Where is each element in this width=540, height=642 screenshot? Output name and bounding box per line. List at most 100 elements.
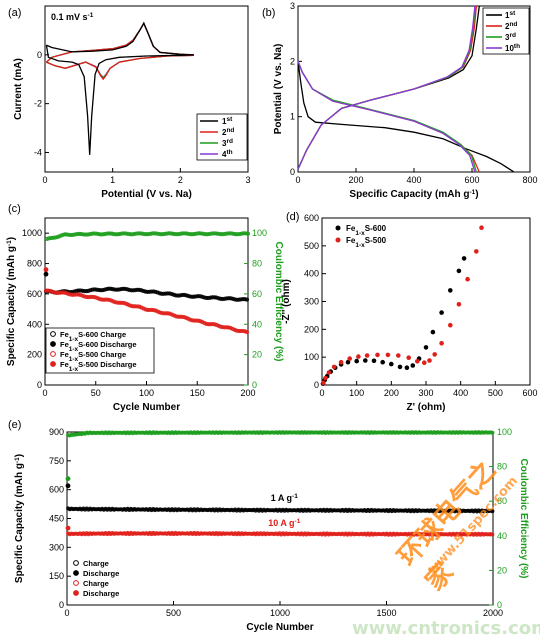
legend-marker	[50, 351, 56, 357]
data-point	[347, 356, 353, 361]
y2-tick-label: 20	[252, 350, 262, 360]
y-axis-label: -Z'' (ohm)	[281, 279, 292, 324]
x-tick-label: 200	[240, 388, 255, 398]
y-tick-label: 600	[49, 485, 64, 495]
panel-label: (d)	[286, 211, 299, 223]
y-tick-label: 800	[27, 259, 42, 269]
data-point	[326, 370, 332, 375]
panel-label: (a)	[8, 7, 21, 19]
legend-label: 3rd	[505, 32, 516, 43]
panel-label: (e)	[8, 419, 21, 431]
y-tick-label: 300	[304, 297, 319, 307]
y-tick-label: 750	[49, 456, 64, 466]
legend-label: Fe1-xS-500 Discharge	[60, 360, 137, 373]
y2-tick-label: 40	[497, 531, 507, 541]
y2-tick-label: 0	[497, 600, 502, 610]
x-tick-label: 600	[464, 175, 479, 185]
y2-tick-label: 100	[252, 228, 267, 238]
y2-tick-label: 60	[497, 496, 507, 506]
x-tick-label: 200	[348, 175, 363, 185]
data-point	[363, 358, 368, 363]
legend-label: Fe1-xS-600 Discharge	[60, 340, 137, 353]
x-axis-label: Specific Capacity (mAh g-1)	[349, 189, 478, 201]
data-point	[448, 322, 453, 328]
cv-curve-1	[45, 21, 194, 155]
data-point	[439, 310, 444, 315]
y2-axis-label: Coulombic Efficiency (%)	[518, 458, 529, 578]
data-point	[375, 352, 380, 358]
data-point	[321, 380, 326, 386]
y-tick-label: 500	[304, 241, 319, 251]
legend-marker	[50, 331, 56, 337]
y-axis-label: Specific Capacity (mAh g-1)	[14, 454, 26, 583]
data-point	[423, 345, 429, 350]
y-tick-label: 0	[59, 600, 64, 610]
data-point	[331, 364, 337, 370]
y-axis-label: Current (mA)	[13, 58, 24, 120]
x-tick-label: 400	[453, 388, 468, 398]
data-point	[245, 231, 251, 236]
data-point	[439, 341, 444, 346]
x-tick-label: 1500	[376, 608, 396, 618]
legend-label: Fe1-xS-600 Charge	[60, 330, 126, 343]
x-tick-label: 100	[139, 388, 154, 398]
y-tick-label: 600	[27, 289, 42, 299]
data-point	[323, 375, 328, 381]
gcd-curve-charge-1	[297, 5, 480, 170]
data-point	[479, 225, 484, 230]
x-tick-label: 50	[91, 388, 101, 398]
gcd-curve-2	[297, 61, 480, 173]
data-point	[404, 365, 410, 371]
y-tick-label: 1	[290, 112, 295, 122]
legend-box	[45, 327, 155, 374]
first-cycle-point	[43, 267, 49, 273]
data-point	[354, 358, 360, 364]
y2-tick-label: 100	[497, 427, 512, 437]
x-axis-label: Cycle Number	[113, 402, 180, 413]
x-axis-label: Cycle Number	[246, 622, 313, 633]
data-point	[415, 359, 420, 364]
data-point	[432, 352, 438, 357]
legend-label: 3rd	[222, 138, 233, 149]
y-tick-label: 200	[27, 350, 42, 360]
legend-label: Charge	[83, 559, 109, 568]
legend-marker	[73, 580, 79, 586]
data-point	[380, 359, 386, 365]
data-point	[244, 297, 250, 302]
x-tick-label: 150	[190, 388, 205, 398]
y-tick-label: 200	[304, 324, 319, 334]
y-tick-label: 100	[304, 352, 319, 362]
y-tick-label: 900	[49, 427, 64, 437]
data-point	[448, 288, 453, 293]
data-point	[389, 361, 394, 367]
y2-axis-label: Coulombic Efficiency (%)	[273, 241, 284, 361]
y-tick-label: 1000	[22, 228, 42, 238]
x-tick-label: 400	[406, 175, 421, 185]
gcd-curve-1	[297, 61, 515, 173]
data-point	[364, 353, 370, 358]
data-point	[456, 302, 462, 307]
first-cycle-point	[43, 271, 49, 277]
y-tick-label: -4	[34, 147, 42, 157]
y-tick-label: 450	[49, 514, 64, 524]
legend-marker	[335, 237, 341, 243]
x-tick-label: 600	[522, 388, 537, 398]
y-tick-label: 400	[304, 269, 319, 279]
legend-label: 4th	[222, 149, 233, 160]
data-point	[490, 532, 495, 537]
data-point	[345, 359, 351, 365]
data-point	[490, 430, 495, 435]
data-point	[385, 352, 391, 358]
legend-label: Charge	[83, 579, 109, 588]
y-tick-label: 0	[290, 167, 295, 177]
x-tick-label: 2000	[483, 608, 503, 618]
x-tick-label: 0	[42, 175, 47, 185]
first-cycle-ce-point	[65, 476, 71, 482]
legend-marker	[73, 570, 79, 576]
y-tick-label: 0	[37, 50, 42, 60]
x-tick-label: 0	[319, 388, 324, 398]
x-tick-label: 300	[418, 388, 433, 398]
x-tick-label: 100	[349, 388, 364, 398]
legend-marker	[50, 361, 56, 367]
data-point	[456, 268, 462, 274]
